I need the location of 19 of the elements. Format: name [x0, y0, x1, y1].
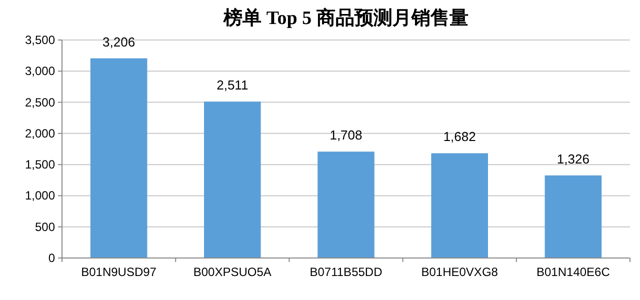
data-label: 1,708: [330, 128, 362, 143]
data-label: 1,682: [443, 129, 476, 144]
title: 榜单 Top 5 商品预测月销售量: [224, 8, 468, 29]
data-label: 1,326: [556, 151, 590, 166]
ytick-label: 1,000: [24, 188, 55, 203]
xtick-label: B00XPSUO5A: [193, 265, 272, 279]
ytick-label: 2,500: [24, 95, 55, 110]
xtick-label: B01HE0VXG8: [421, 265, 498, 279]
xtick-label: B01N9USD97: [81, 265, 156, 279]
ytick-label: 1,500: [24, 158, 55, 172]
ytick-label: 3,000: [24, 64, 55, 78]
xtick-label: B0711B55DD: [310, 265, 382, 279]
xtick-label: B01N140E6C: [536, 265, 610, 279]
ytick-label: 500: [34, 220, 55, 234]
ytick-label: 0: [48, 251, 55, 265]
data-label: 3,206: [102, 34, 136, 50]
data-label: 2,511: [216, 78, 248, 93]
ytick-label: 2,000: [24, 126, 55, 140]
ytick-label: 3,500: [24, 33, 55, 47]
